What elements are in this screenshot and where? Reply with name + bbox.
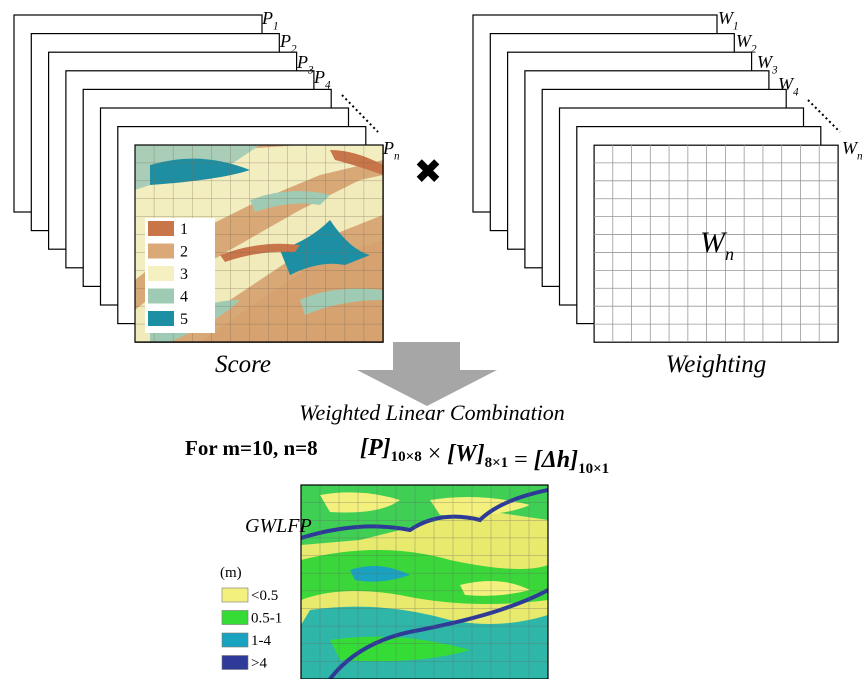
equation-term: = xyxy=(508,447,534,473)
label-index: 4 xyxy=(793,86,799,98)
legend-swatch xyxy=(148,221,174,236)
equation-term: [Δh] xyxy=(534,447,578,473)
legend-swatch xyxy=(222,611,248,625)
equation-term: [P] xyxy=(360,435,391,461)
multiply-operator: ✖ xyxy=(414,152,443,192)
legend-swatch xyxy=(222,656,248,670)
weight-caption: Weighting xyxy=(666,351,766,378)
label-index: n xyxy=(857,150,863,162)
label-index: n xyxy=(725,244,734,264)
weight-layer-label: Wn xyxy=(842,138,863,162)
label-letter: P xyxy=(261,8,273,28)
equation-subscript: 10×8 xyxy=(391,449,422,465)
label-index: 4 xyxy=(325,79,331,91)
result-title: GWLFP xyxy=(245,515,312,537)
legend-label: 2 xyxy=(180,244,188,261)
legend-swatch xyxy=(148,244,174,259)
legend-label: 1-4 xyxy=(251,633,271,649)
legend-swatch xyxy=(148,311,174,326)
result-unit: (m) xyxy=(220,565,242,581)
label-letter: P xyxy=(313,67,325,87)
legend-label: 3 xyxy=(180,266,188,283)
label-letter: P xyxy=(279,31,291,51)
result-legend: <0.5 0.5-1 1-4 >4 xyxy=(222,588,282,672)
legend-label: 5 xyxy=(180,311,188,328)
score-layer-label: P1 xyxy=(261,8,279,32)
diagram: P1P2P3P4PnW1W2W3W4Wn 12345 Wn ✖ Score We… xyxy=(0,0,864,679)
label-index: n xyxy=(394,150,400,162)
equation-term: [W] xyxy=(447,441,484,467)
legend-swatch xyxy=(148,289,174,304)
wlc-title: Weighted Linear Combination xyxy=(299,400,565,425)
score-caption: Score xyxy=(215,351,271,378)
result-map xyxy=(301,485,548,679)
equation-subscript: 10×1 xyxy=(578,461,609,477)
legend-swatch xyxy=(222,633,248,647)
score-layer-label: P4 xyxy=(313,67,331,91)
equation: [P]10×8 × [W]8×1 = [Δh]10×1 xyxy=(360,435,609,477)
equation-subscript: 8×1 xyxy=(485,455,509,471)
legend-label: 4 xyxy=(180,289,188,306)
legend-label: <0.5 xyxy=(251,588,278,604)
legend-label: >4 xyxy=(251,656,267,672)
condition: For m=10, n=8 xyxy=(185,436,318,460)
legend-label: 0.5-1 xyxy=(251,611,282,627)
label-index: 3 xyxy=(771,64,778,76)
legend-swatch xyxy=(148,266,174,281)
legend-swatch xyxy=(222,588,248,602)
down-arrow xyxy=(357,342,497,406)
label-letter: P xyxy=(382,138,394,158)
label-index: 1 xyxy=(273,20,279,32)
label-letter: W xyxy=(700,226,728,259)
score-layer-label: Pn xyxy=(382,138,400,162)
weight-layer-label: W1 xyxy=(718,8,739,32)
label-index: 3 xyxy=(307,64,314,76)
label-letter: P xyxy=(296,52,308,72)
equation-term: × xyxy=(422,441,448,467)
legend-label: 1 xyxy=(180,221,188,238)
